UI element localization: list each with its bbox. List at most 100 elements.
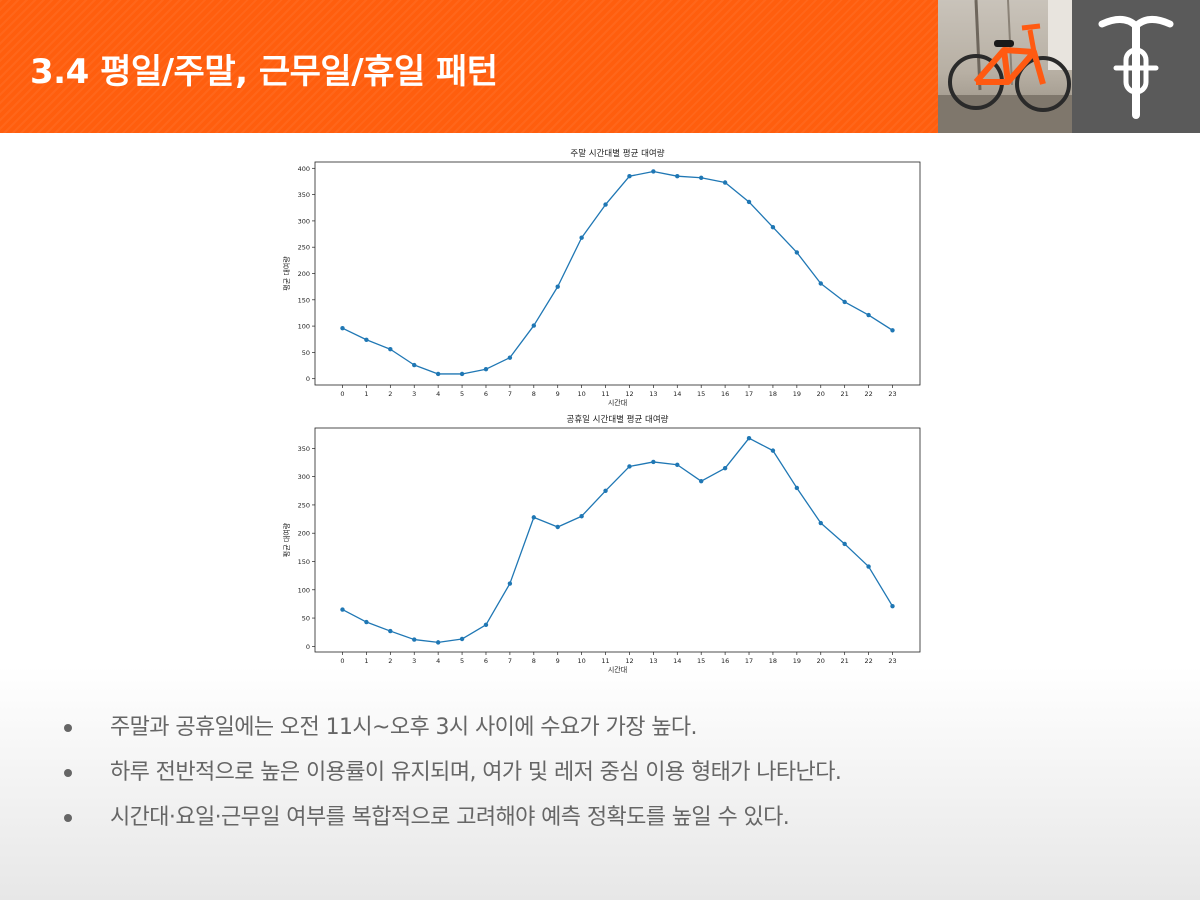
y-tick-label: 200 <box>298 270 310 278</box>
data-point <box>603 488 608 493</box>
x-tick-label: 22 <box>864 390 872 398</box>
x-tick-label: 7 <box>508 390 512 398</box>
data-point <box>459 636 465 642</box>
x-tick-label: 6 <box>484 390 488 398</box>
data-point <box>388 347 393 352</box>
y-tick-label: 0 <box>306 375 310 383</box>
bullet-item-2: 하루 전반적으로 높은 이용률이 유지되며, 여가 및 레저 중심 이용 형태가… <box>60 752 842 797</box>
x-tick-label: 13 <box>649 657 657 665</box>
x-tick-label: 7 <box>508 657 512 665</box>
x-tick-label: 13 <box>649 390 657 398</box>
data-point <box>483 367 489 372</box>
data-point <box>388 628 393 634</box>
data-point <box>842 541 847 547</box>
data-point <box>459 371 465 377</box>
data-point <box>722 180 728 185</box>
y-tick-label: 150 <box>298 296 310 304</box>
data-point <box>627 464 632 469</box>
x-axis-label: 시간대 <box>608 665 627 674</box>
bullet-text: 주말과 공휴일에는 오전 11시~오후 3시 사이에 수요가 가장 높다. <box>110 715 698 740</box>
x-tick-label: 21 <box>841 390 849 398</box>
x-tick-label: 20 <box>817 390 825 398</box>
data-point <box>890 328 895 333</box>
data-point <box>579 235 584 240</box>
data-point <box>531 323 537 328</box>
y-tick-label: 0 <box>306 643 310 651</box>
x-tick-label: 23 <box>888 657 896 665</box>
data-point <box>890 603 895 609</box>
data-point <box>603 202 608 207</box>
x-tick-label: 17 <box>745 390 753 398</box>
title-bar: 3.4 평일/주말, 근무일/휴일 패턴 <box>0 0 938 133</box>
y-tick-label: 300 <box>298 217 310 225</box>
x-tick-label: 11 <box>601 657 609 665</box>
x-tick-label: 8 <box>532 657 536 665</box>
bicycle-photo <box>938 0 1072 133</box>
y-tick-label: 350 <box>298 191 310 199</box>
x-tick-label: 9 <box>556 390 560 398</box>
x-tick-label: 23 <box>888 390 896 398</box>
x-tick-label: 11 <box>601 390 609 398</box>
data-point <box>579 514 584 519</box>
x-tick-label: 10 <box>577 390 585 398</box>
y-tick-label: 350 <box>298 445 310 453</box>
x-tick-label: 16 <box>721 657 729 665</box>
y-tick-label: 50 <box>302 615 310 623</box>
bullet-dot <box>64 769 72 777</box>
x-tick-label: 4 <box>436 390 440 398</box>
data-point <box>746 435 752 441</box>
data-point <box>770 448 776 453</box>
data-point <box>364 619 369 625</box>
data-point <box>794 485 800 491</box>
data-point <box>412 637 417 642</box>
x-tick-label: 2 <box>388 390 392 398</box>
x-tick-label: 18 <box>769 390 777 398</box>
data-point <box>531 515 537 520</box>
bullet-item-1: 주말과 공휴일에는 오전 11시~오후 3시 사이에 수요가 가장 높다. <box>60 707 841 752</box>
bicycle-photo-drawing <box>938 0 1072 133</box>
data-point <box>435 640 441 645</box>
slide-title: 3.4 평일/주말, 근무일/휴일 패턴 <box>30 52 498 92</box>
data-point <box>555 284 560 289</box>
plot-frame <box>314 427 921 653</box>
data-point <box>818 520 823 526</box>
chart-title: 공휴일 시간대별 평균 대여량 <box>567 414 669 425</box>
x-axis-label: 시간대 <box>608 398 627 407</box>
data-point <box>866 312 871 318</box>
series-line <box>342 437 894 644</box>
y-axis-label: 평균 대여량 <box>282 256 291 291</box>
bullet-list: 주말과 공휴일에는 오전 11시~오후 3시 사이에 수요가 가장 높다. 하루… <box>60 707 842 842</box>
x-tick-label: 21 <box>841 657 849 665</box>
y-tick-label: 150 <box>298 558 310 566</box>
y-tick-label: 250 <box>298 244 310 252</box>
x-tick-label: 15 <box>697 390 705 398</box>
x-tick-label: 3 <box>412 390 416 398</box>
x-tick-label: 3 <box>412 657 416 665</box>
y-tick-label: 400 <box>298 165 310 173</box>
x-tick-label: 0 <box>340 657 344 665</box>
weekend-chart: 주말 시간대별 평균 대여량 0 50 100 150 200 250 300 350 400 0 1… <box>282 148 921 407</box>
series-line <box>342 170 893 375</box>
x-tick-label: 20 <box>817 657 825 665</box>
data-point <box>507 581 513 586</box>
x-tick-label: 12 <box>625 390 633 398</box>
x-tick-label: 22 <box>864 657 872 665</box>
bicycle-icon <box>1098 16 1174 119</box>
x-tick-label: 6 <box>484 657 488 665</box>
x-tick-label: 19 <box>793 390 801 398</box>
y-tick-label: 200 <box>298 530 310 538</box>
data-point <box>651 169 656 174</box>
x-tick-label: 18 <box>769 657 777 665</box>
x-tick-label: 15 <box>697 657 705 665</box>
x-tick-label: 1 <box>364 390 368 398</box>
data-point <box>675 174 680 179</box>
x-tick-label: 2 <box>388 657 392 665</box>
data-point <box>866 564 871 569</box>
x-tick-label: 17 <box>745 657 753 665</box>
x-tick-label: 4 <box>436 657 440 665</box>
x-tick-label: 8 <box>532 390 536 398</box>
logo-box <box>1072 0 1200 133</box>
y-axis-label: 평균 대여량 <box>282 522 291 557</box>
data-point <box>698 478 704 484</box>
bullet-text: 시간대·요일·근무일 여부를 복합적으로 고려해야 예측 정확도를 높일 수 있… <box>110 805 790 830</box>
